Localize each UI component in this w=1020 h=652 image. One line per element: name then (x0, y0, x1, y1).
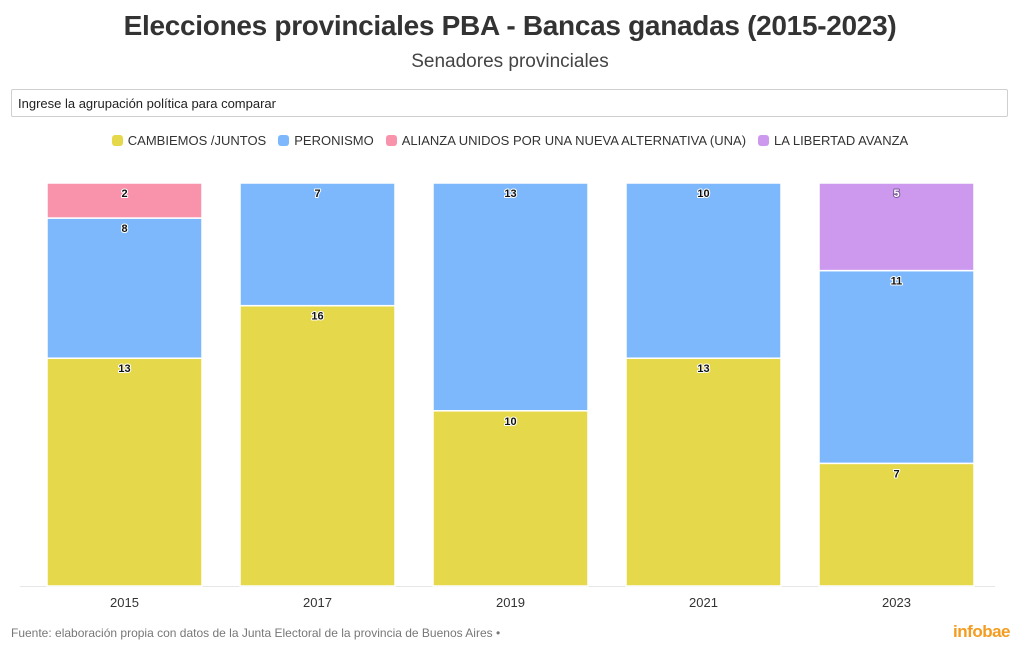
stacked-bar-chart: 13 8 2 2015 16 7 2017 10 13 2019 13 10 2021 7 11 5 2023 (20, 182, 995, 610)
bar-segment-2023-3[interactable] (818, 182, 975, 272)
chart-subtitle: Senadores provinciales (411, 51, 609, 72)
legend-swatch (385, 135, 397, 146)
brand-logo: infobae (953, 622, 1010, 641)
x-tick-label: 2015 (110, 595, 139, 610)
data-label: 13 (118, 363, 130, 375)
data-label: 13 (697, 363, 709, 375)
legend-swatch (758, 135, 770, 146)
x-tick-label: 2019 (496, 595, 525, 610)
bar-segment-2017-0[interactable] (239, 304, 396, 587)
bar-segment-2019-0[interactable] (432, 410, 589, 587)
bar-segment-2023-0[interactable] (818, 462, 975, 587)
legend-label: PERONISMO (294, 133, 374, 148)
legend-swatch (278, 135, 290, 146)
bar-segment-2015-2[interactable] (46, 182, 203, 219)
data-label: 16 (311, 311, 323, 323)
data-label: 7 (893, 468, 899, 480)
chart-legend: CAMBIEMOS /JUNTOS PERONISMO ALIANZA UNIDOS… (0, 133, 1020, 148)
x-tick-label: 2023 (882, 595, 911, 610)
search-input[interactable] (11, 89, 1008, 117)
data-label: 2 (121, 188, 127, 200)
legend-label: ALIANZA UNIDOS POR UNA NUEVA ALTERNATIVA… (401, 133, 747, 148)
data-label: 11 (891, 276, 903, 288)
bar-segment-2017-1[interactable] (239, 182, 396, 307)
legend-label: LA LIBERTAD AVANZA (774, 133, 909, 148)
x-tick-label: 2021 (689, 595, 718, 610)
data-label: 8 (121, 223, 127, 235)
bar-segment-2021-1[interactable] (625, 182, 782, 359)
source-note: Fuente: elaboración propia con datos de … (11, 626, 501, 640)
legend-label: CAMBIEMOS /JUNTOS (127, 133, 267, 148)
bar-segment-2015-1[interactable] (46, 217, 203, 359)
bar-segment-2021-0[interactable] (625, 357, 782, 587)
data-label: 5 (893, 188, 899, 200)
bar-segment-2023-1[interactable] (818, 269, 975, 465)
chart-title: Elecciones provinciales PBA - Bancas gan… (123, 10, 897, 41)
x-tick-label: 2017 (303, 595, 332, 610)
data-label: 10 (697, 188, 709, 200)
bar-segment-2019-1[interactable] (432, 182, 589, 412)
legend-item-2[interactable]: ALIANZA UNIDOS POR UNA NUEVA ALTERNATIVA… (385, 133, 747, 148)
legend-item-1[interactable]: PERONISMO (278, 133, 374, 148)
legend-item-3[interactable]: LA LIBERTAD AVANZA (758, 133, 908, 148)
data-label: 10 (504, 416, 516, 428)
data-label: 7 (314, 188, 320, 200)
legend-swatch (111, 135, 123, 146)
bar-segment-2015-0[interactable] (46, 357, 203, 587)
data-label: 13 (504, 188, 516, 200)
legend-item-0[interactable]: CAMBIEMOS /JUNTOS (111, 133, 267, 148)
